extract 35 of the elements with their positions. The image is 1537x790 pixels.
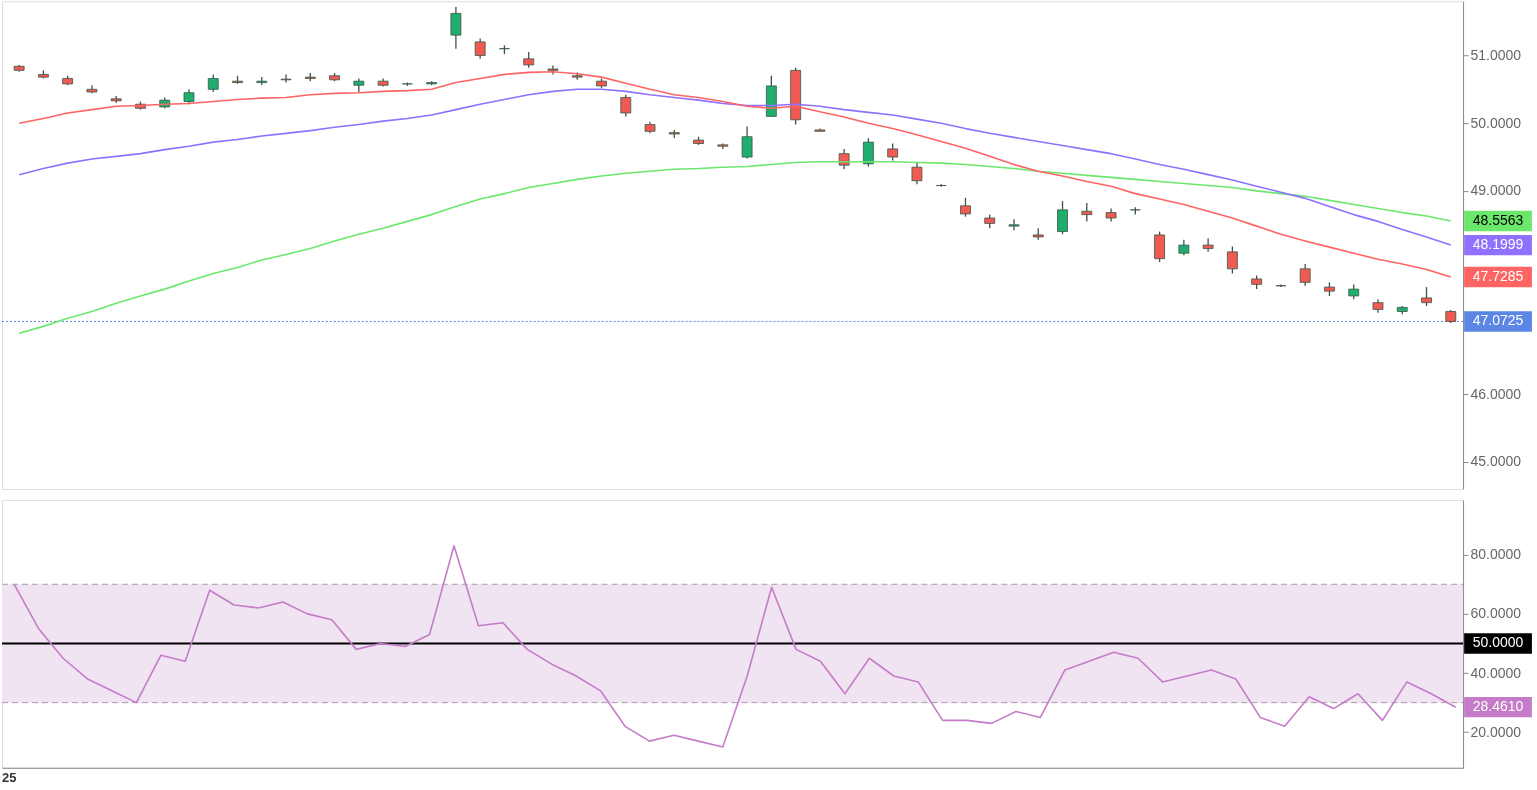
candlestick <box>960 197 971 218</box>
y-tick-label: 50.0000 <box>1470 114 1522 131</box>
line-series <box>18 70 1452 278</box>
candlestick <box>450 6 462 50</box>
candlestick <box>1154 230 1165 263</box>
candlestick <box>1299 263 1311 287</box>
y-tick-label: 40.0000 <box>1470 664 1522 681</box>
candlestick <box>620 94 632 118</box>
y-tick-label: 51.0000 <box>1470 46 1522 63</box>
candlestick <box>863 137 874 168</box>
data-label: 48.1999 <box>1472 236 1524 253</box>
candlestick <box>1421 286 1432 307</box>
y-tick-label: 46.0000 <box>1470 385 1522 402</box>
ref-line-label: 47.0725 <box>1472 312 1524 329</box>
candlestick <box>911 161 923 185</box>
text: 25 <box>2 769 17 785</box>
candlestick <box>1275 283 1287 288</box>
data-label: 28.4610 <box>1472 698 1524 715</box>
candlestick <box>1008 218 1020 231</box>
candlestick <box>474 37 486 60</box>
data-label: 48.5563 <box>1472 211 1524 228</box>
line-series <box>18 88 1452 246</box>
candlestick <box>1057 200 1068 235</box>
candlestick <box>1202 237 1214 253</box>
y-tick-label: 20.0000 <box>1470 723 1522 740</box>
candlestick <box>741 125 753 160</box>
candlestick <box>1081 202 1093 223</box>
candlestick <box>280 73 292 84</box>
y-tick-label: 60.0000 <box>1470 605 1522 622</box>
data-label: 47.7285 <box>1472 268 1524 285</box>
y-tick-label: 49.0000 <box>1470 182 1522 199</box>
line-series <box>13 545 1457 748</box>
y-tick-label: 45.0000 <box>1470 453 1522 470</box>
y-tick-label: 80.0000 <box>1470 546 1522 563</box>
candlestick <box>1226 245 1238 275</box>
